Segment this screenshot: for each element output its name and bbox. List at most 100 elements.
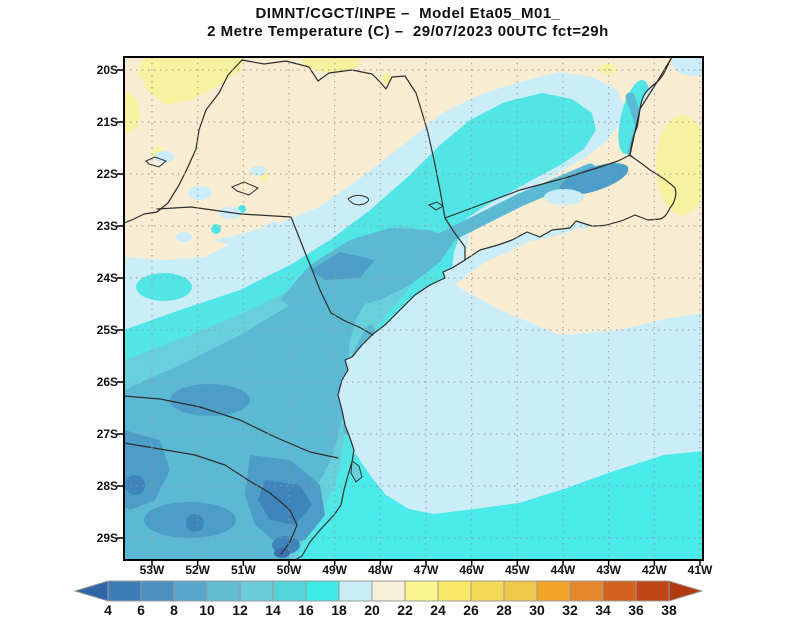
lat-tick-label: 20S — [96, 63, 118, 77]
cyan-patch — [136, 273, 192, 301]
yellow-dot — [598, 64, 616, 74]
grid-dots — [124, 57, 703, 560]
colorbar-value-label: 22 — [397, 602, 413, 618]
lon-tick-label: 49W — [322, 563, 347, 577]
lon-tick-label: 41W — [687, 563, 713, 577]
lon-tick-label: 48W — [367, 563, 393, 577]
colorbar-segment — [338, 580, 373, 602]
colorbar-value-label: 36 — [628, 602, 644, 618]
colorbar-value-label: 38 — [661, 602, 677, 618]
yellow-dot — [382, 73, 392, 83]
pale-dot — [176, 232, 192, 242]
ilha-santa-catarina — [350, 460, 363, 483]
zone-8-10-dot — [125, 475, 145, 495]
colorbar-value-label: 14 — [265, 602, 281, 618]
colorbar-segment — [140, 580, 175, 602]
colorbar-segment — [470, 580, 505, 602]
lon-tick-label: 51W — [230, 563, 256, 577]
colorbar-value-label: 32 — [562, 602, 578, 618]
reservoir-outline — [231, 181, 259, 196]
border-mg-rj-es — [444, 57, 673, 219]
map-panel — [117, 56, 704, 566]
colorbar-value-label: 24 — [430, 602, 446, 618]
lat-tick-label: 22S — [96, 167, 118, 181]
axis-ticks — [117, 69, 701, 566]
lon-tick-label: 46W — [459, 563, 484, 577]
pale-dot — [265, 222, 283, 232]
border-sp-ms — [124, 59, 243, 224]
lat-tick-label: 23S — [96, 219, 118, 233]
lat-tick-label: 26S — [96, 375, 118, 389]
colorbar-value-label: 26 — [463, 602, 479, 618]
cyan-dot — [211, 224, 221, 234]
lat-tick-label: 24S — [96, 271, 118, 285]
colorbar-right-arrow — [668, 580, 704, 602]
coastline — [294, 57, 677, 560]
yellow-patch-nw — [138, 57, 244, 105]
zone-10-12-central — [310, 252, 375, 280]
colorbar-value-label: 6 — [137, 602, 145, 618]
colorbar-segment — [173, 580, 208, 602]
yellow-patch-top — [300, 57, 362, 73]
reservoir-outline — [145, 156, 167, 168]
lon-tick-label: 53W — [139, 563, 165, 577]
colorbar-value-label: 8 — [170, 602, 178, 618]
colorbar-segment — [371, 580, 406, 602]
lon-tick-label: 52W — [185, 563, 210, 577]
colorbar-segment — [503, 580, 538, 602]
lat-tick-label: 29S — [96, 531, 118, 545]
colorbar-value-label: 10 — [199, 602, 215, 618]
state-borders — [124, 57, 673, 555]
colorbar-value-label: 34 — [595, 602, 611, 618]
colorbar — [73, 580, 704, 602]
yellow-patch — [124, 93, 140, 133]
border-sp-rj — [444, 217, 466, 261]
cream-tongue — [124, 230, 229, 260]
border-sc-rs — [124, 442, 298, 555]
colorbar-left-arrow — [73, 580, 109, 602]
border-sp-pr — [156, 206, 374, 336]
lon-tick-label: 50W — [276, 563, 302, 577]
pale-dot — [188, 186, 212, 200]
lon-tick-label: 43W — [596, 563, 621, 577]
zone-12-14-central — [280, 228, 455, 312]
colorbar-value-label: 4 — [104, 602, 112, 618]
lat-tick-label: 27S — [96, 427, 118, 441]
pale-dot — [250, 166, 266, 176]
border-sp-mg — [241, 59, 446, 219]
colorbar-segment — [437, 580, 472, 602]
lon-tick-label: 45W — [504, 563, 530, 577]
pale-corner-patch — [672, 57, 703, 76]
colorbar-segment — [272, 580, 307, 602]
border-pr-sc — [124, 395, 339, 459]
colorbar-value-label: 12 — [232, 602, 248, 618]
pale-dot-rj — [544, 189, 584, 205]
lat-tick-label: 25S — [96, 323, 118, 337]
colorbar-segment — [569, 580, 604, 602]
plot-title-line2: 2 Metre Temperature (C) – 29/07/2023 00U… — [207, 23, 609, 40]
colorbar-segment — [305, 580, 340, 602]
temperature-field — [124, 57, 703, 560]
colorbar-segment — [404, 580, 439, 602]
zone-8-10-dot — [186, 514, 204, 532]
colorbar-value-label: 28 — [496, 602, 512, 618]
lon-tick-label: 47W — [413, 563, 439, 577]
pale-dot — [154, 151, 174, 163]
colorbar-segment — [635, 580, 670, 602]
plot-title-line1: DIMNT/CGCT/INPE – Model Eta05_M01_ — [255, 5, 561, 22]
warm-22-24-es-coast — [656, 115, 703, 215]
lon-tick-label: 42W — [641, 563, 667, 577]
colorbar-segment — [536, 580, 571, 602]
colorbar-segment — [602, 580, 637, 602]
ocean-16-18 — [295, 451, 703, 560]
map-frame — [123, 56, 704, 561]
ocean-warm-20-22 — [455, 57, 703, 335]
zone-10-12-mantiqueira-core — [559, 163, 629, 195]
colorbar-value-label: 16 — [298, 602, 314, 618]
lat-tick-label: 21S — [96, 115, 118, 129]
colorbar-value-label: 20 — [364, 602, 380, 618]
colorbar-segment — [239, 580, 274, 602]
colorbar-segment — [206, 580, 241, 602]
